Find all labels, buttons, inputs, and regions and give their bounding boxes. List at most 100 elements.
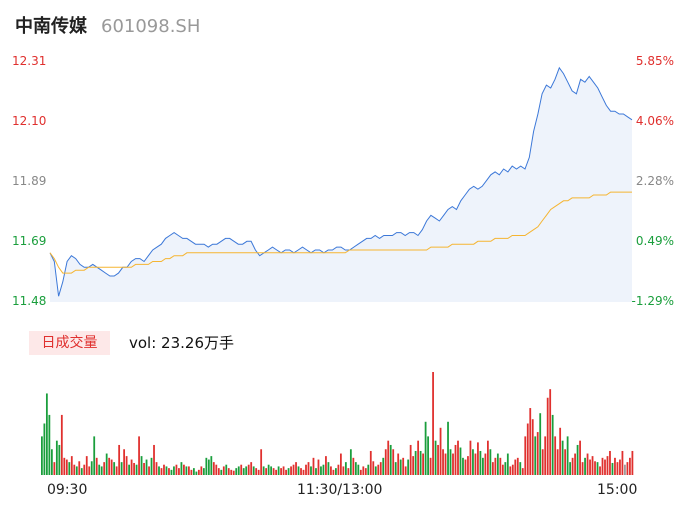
volume-bar [327,462,330,476]
stock-header: 中南传媒 601098.SH [15,12,200,40]
volume-bar [519,462,522,476]
volume-bar [629,457,631,475]
volume-bar [414,450,417,475]
volume-bar [237,466,240,475]
volume-bar [202,468,205,475]
volume-bar [496,453,499,475]
volume-bar [272,468,275,475]
volume-bar [267,464,270,475]
volume-bar [252,466,255,475]
volume-bar [524,436,527,476]
volume-bar [113,462,116,476]
volume-bar [382,457,385,475]
volume-bar [100,466,103,475]
volume-bar [305,464,307,475]
volume-bar [397,453,400,475]
volume-bar [474,453,477,475]
volume-bar [619,459,621,475]
volume-bar [270,466,273,475]
volume-bar [626,462,629,476]
percent-tick-label: 2.28% [635,174,674,188]
volume-bar [335,468,337,475]
volume-bar [624,464,626,475]
volume-bar [606,456,609,475]
volume-bar [200,466,203,475]
volume-bar [175,464,178,475]
volume-bar [529,408,532,475]
volume-bar [531,419,534,475]
volume-bar [614,457,616,475]
volume-bar [185,466,188,475]
volume-bar [422,453,424,475]
volume-bar [330,466,332,475]
volume-bar [290,466,292,475]
volume-bar [419,450,422,475]
price-line [49,66,633,297]
volume-bar [569,462,572,476]
volume-bar [574,453,576,475]
volume-bar [90,461,93,475]
volume-bar [173,466,175,475]
daily-volume-tab[interactable]: 日成交量 [29,331,110,355]
volume-bar [55,440,58,475]
volume-bar [449,449,452,475]
volume-bar [591,456,594,475]
volume-bar [250,462,253,476]
stock-code: 601098.SH [101,16,201,37]
volume-bar [75,466,78,475]
volume-bar [183,464,185,475]
volume-bar [387,440,390,475]
volume-bar [452,453,454,475]
volume-bar [347,468,350,475]
volume-bar [320,466,322,475]
volume-bar [125,456,128,475]
volume-bar [60,414,63,475]
volume-bar [275,469,277,475]
volume-bar [115,466,118,475]
x-tick-label: 11:30/13:00 [297,482,383,498]
volume-bar [232,470,235,475]
volume-bar [110,459,113,475]
volume-bar [63,457,66,475]
volume-bar [277,466,280,475]
volume-bar [509,466,512,475]
volume-bar [220,469,223,475]
volume-bar [581,462,584,476]
volume-bar [482,457,484,475]
volume-bar [260,449,263,475]
volume-bar [491,462,494,476]
volume-bar [312,457,315,475]
volume-bar [601,457,604,475]
volume-value: vol: 23.26万手 [129,334,234,352]
volume-bar [53,462,56,476]
volume-bar [439,427,442,475]
volume-bar [369,450,372,475]
volume-bar [98,464,101,475]
price-area-fill [50,67,632,302]
volume-bar [192,468,195,475]
volume-bar [389,444,392,475]
volume-bar [315,468,317,475]
volume-bar [48,414,51,475]
volume-bar [322,464,325,475]
volume-bar [68,462,71,476]
volume-bar [41,436,43,476]
volume-bar [178,468,180,475]
volume-bar [479,450,482,475]
volume-bar [255,468,258,475]
stock-name: 中南传媒 [15,16,87,37]
volume-bar [337,464,340,475]
volume-bar [339,453,342,475]
volume-bar [225,464,228,475]
volume-bar [170,469,173,475]
volume-bar [477,442,479,475]
volume-bar [586,453,589,475]
volume-bar [280,468,282,475]
volume-bar [133,462,135,475]
volume-bar [155,462,158,476]
volume-bar [534,436,537,476]
volume-bar [153,444,155,475]
volume-bar [190,469,193,475]
volume-bar [118,444,121,475]
